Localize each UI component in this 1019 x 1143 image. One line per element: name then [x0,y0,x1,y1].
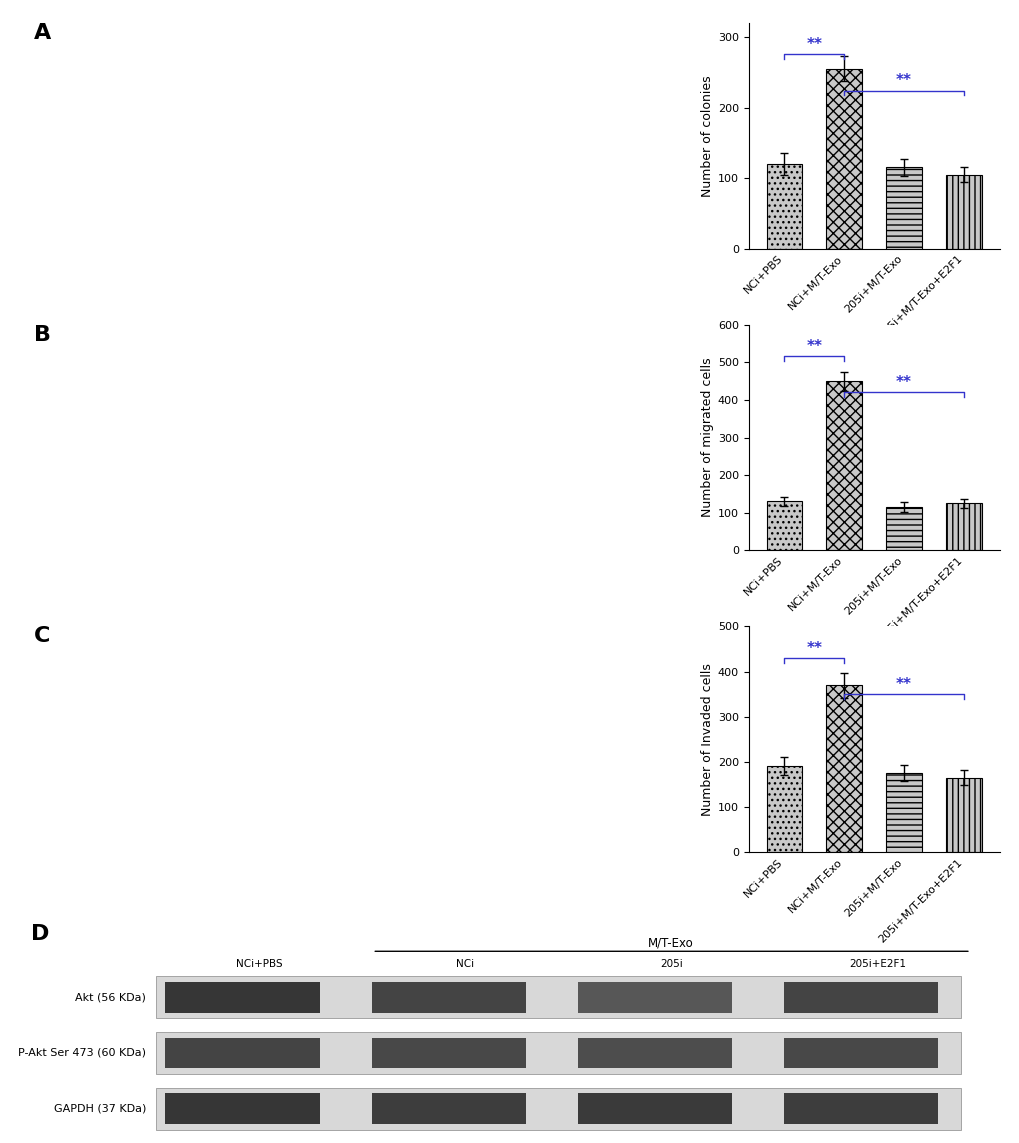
Text: **: ** [806,339,821,354]
Text: 205i: 205i [659,959,682,969]
Bar [371,1093,526,1124]
Bar [577,1038,732,1069]
Bar [156,976,960,1018]
Bar [945,503,980,551]
Text: NCi+PBS: NCi+PBS [235,959,282,969]
Bar [371,982,526,1013]
Text: 205i+E2F1: 205i+E2F1 [848,959,905,969]
Bar [945,175,980,249]
Text: C: C [34,626,50,647]
Text: **: ** [895,73,911,88]
Text: **: ** [895,375,911,390]
Bar [165,1038,320,1069]
Y-axis label: Number of Invaded cells: Number of Invaded cells [700,663,713,816]
Text: A: A [34,23,51,42]
Bar [825,685,861,853]
Text: D: D [32,925,50,944]
Bar [165,982,320,1013]
Bar [165,1093,320,1124]
Text: GAPDH (37 KDa): GAPDH (37 KDa) [54,1104,146,1113]
Text: **: ** [806,641,821,656]
Bar [886,773,921,853]
Bar [825,381,861,551]
Text: Akt (56 KDa): Akt (56 KDa) [75,992,146,1002]
Bar [156,1087,960,1129]
Bar [784,1093,937,1124]
Bar [766,767,802,853]
Y-axis label: Number of migrated cells: Number of migrated cells [700,358,713,518]
Bar [886,507,921,551]
Bar [784,1038,937,1069]
Bar [577,982,732,1013]
Text: M/T-Exo: M/T-Exo [648,936,693,950]
Bar [825,69,861,249]
Bar [886,168,921,249]
Text: NCi: NCi [455,959,474,969]
Bar [766,502,802,551]
Text: **: ** [806,38,821,53]
Bar [945,777,980,853]
Bar [156,1032,960,1074]
Text: B: B [34,325,51,345]
Y-axis label: Number of colonies: Number of colonies [700,75,713,197]
Text: **: ** [895,677,911,692]
Bar [766,163,802,249]
Bar [577,1093,732,1124]
Bar [784,982,937,1013]
Bar [371,1038,526,1069]
Text: P-Akt Ser 473 (60 KDa): P-Akt Ser 473 (60 KDa) [18,1048,146,1058]
